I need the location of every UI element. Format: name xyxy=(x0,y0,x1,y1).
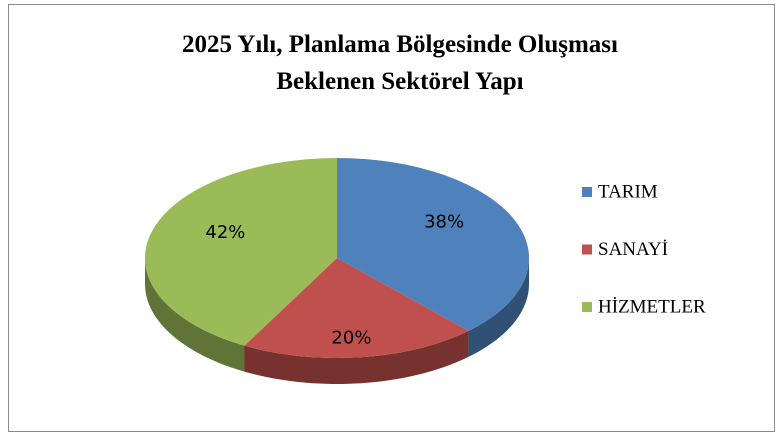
slice xyxy=(244,258,469,358)
legend-label: SANAYİ xyxy=(598,239,668,260)
legend-label: TARIM xyxy=(598,181,658,202)
slice-side xyxy=(468,258,529,357)
legend-label: HİZMETLER xyxy=(598,296,706,317)
value-label: 38% xyxy=(424,212,464,233)
slice xyxy=(144,157,337,346)
chart-title: Beklenen Sektörel Yapı xyxy=(276,68,523,95)
slice-side xyxy=(244,330,469,384)
pie: 38% 20% 42% xyxy=(144,157,529,384)
legend-swatch xyxy=(582,187,592,197)
slice xyxy=(337,158,529,331)
slice-side xyxy=(145,258,245,372)
chart-title: 2025 Yılı, Planlama Bölgesinde Oluşması xyxy=(182,31,618,58)
legend: TARIM SANAYİ HİZMETLER xyxy=(582,181,706,317)
value-label: 20% xyxy=(331,327,371,348)
value-label: 42% xyxy=(205,222,245,243)
legend-swatch xyxy=(582,302,592,312)
legend-swatch xyxy=(582,244,592,255)
